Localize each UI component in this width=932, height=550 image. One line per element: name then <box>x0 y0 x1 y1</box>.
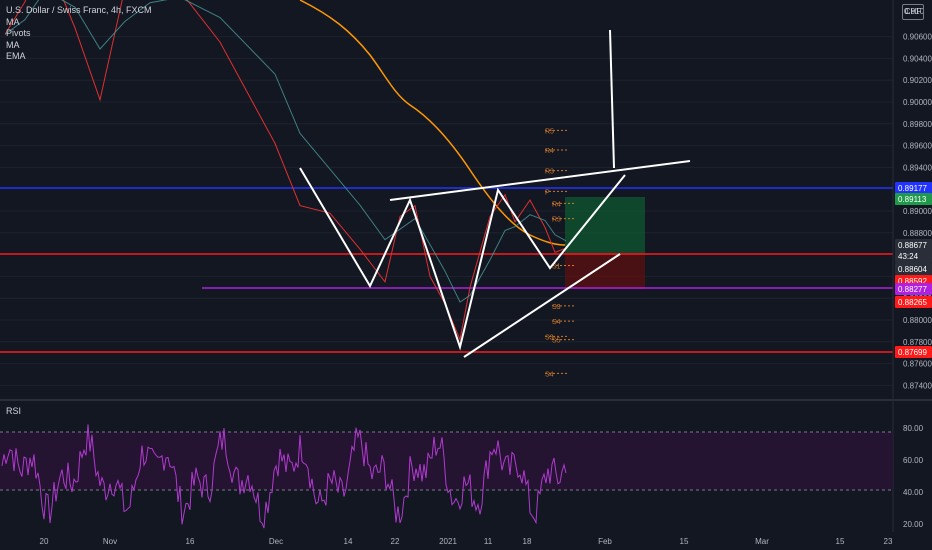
legend-indicator-ma[interactable]: MA <box>6 16 20 27</box>
price-tick-label: 0.87800 <box>903 338 932 347</box>
price-label-text: 0.88265 <box>898 298 927 307</box>
current-price-box <box>895 239 932 263</box>
price-tick-label: 0.90000 <box>903 98 932 107</box>
price-tick-label: 0.89800 <box>903 120 932 129</box>
time-tick-label: Mar <box>755 537 769 546</box>
time-tick-label: 20 <box>40 537 49 546</box>
target-line-drawing <box>609 29 615 169</box>
price-label-text: 0.88592 <box>898 277 927 286</box>
legend-indicator-ma-2[interactable]: MA <box>6 39 20 50</box>
pivot-label: R3 <box>545 169 554 176</box>
rsi-line <box>1 424 567 529</box>
price-tick-label: 0.90400 <box>903 54 932 63</box>
neckline-drawing <box>389 160 691 201</box>
pivot-label: S5 <box>552 338 561 345</box>
support-trendline-drawing <box>463 253 621 358</box>
price-label-text: 0.89113 <box>898 195 927 204</box>
price-tick-label: 0.87600 <box>903 360 932 369</box>
price-tick-top: 0.910 <box>904 7 925 16</box>
price-tick-label: 0.90600 <box>903 33 932 42</box>
legend-indicator-pivots[interactable]: Pivots <box>6 28 31 38</box>
pivot-label: S4 <box>545 371 554 378</box>
time-tick-label: 16 <box>186 537 195 546</box>
price-tick-label: 0.88800 <box>903 229 932 238</box>
rsi-tick-label: 40.00 <box>903 488 924 497</box>
time-tick-label: Dec <box>269 537 283 546</box>
legend-indicator-ema[interactable]: EMA <box>6 51 26 61</box>
price-grid <box>0 36 893 386</box>
price-label-box <box>895 263 932 275</box>
price-label-text: 0.88604 <box>898 265 927 274</box>
moving-average-line <box>299 0 566 246</box>
rsi-pane <box>0 424 893 529</box>
pivot-label: R5 <box>545 128 554 135</box>
legend-title[interactable]: U.S. Dollar / Swiss Franc, 4h, FXCM <box>6 5 152 15</box>
rsi-tick-label: 80.00 <box>903 424 924 433</box>
price-label-text: 0.87699 <box>898 348 927 357</box>
time-tick-label: 11 <box>484 537 493 546</box>
price-tick-label: 0.89000 <box>903 207 932 216</box>
pivot-label: S4 <box>552 319 561 326</box>
time-tick-label: 22 <box>391 537 400 546</box>
rsi-title[interactable]: RSI <box>6 406 22 416</box>
time-tick-label: Nov <box>103 537 117 546</box>
pivot-label: S3 <box>552 304 561 311</box>
countdown-label: 43:24 <box>898 252 919 261</box>
price-tick-label: 0.89400 <box>903 163 932 172</box>
current-price-label: 0.88677 <box>898 241 927 250</box>
pivot-label: S1 <box>552 264 561 271</box>
price-label-box <box>895 346 932 358</box>
price-label-box <box>895 182 932 194</box>
price-tick-label: 0.87400 <box>903 381 932 390</box>
time-tick-label: Feb <box>598 537 612 546</box>
currency-badge[interactable]: CHF <box>902 4 924 20</box>
chart-legend: U.S. Dollar / Swiss Franc, 4h, FXCM MA P… <box>6 5 152 63</box>
price-label-box <box>895 193 932 205</box>
pivot-label: R3 <box>552 217 561 224</box>
rsi-tick-label: 20.00 <box>903 520 924 529</box>
time-tick-label: 23 <box>884 537 893 546</box>
price-label-text: 0.88277 <box>898 285 927 294</box>
pivot-label: P <box>545 189 550 196</box>
price-line <box>4 0 567 342</box>
price-label-text: 0.89177 <box>898 184 927 193</box>
long-position-stop <box>565 253 645 289</box>
pivot-label: R4 <box>545 148 554 155</box>
time-tick-label: 15 <box>836 537 845 546</box>
rsi-axis[interactable]: 80.00 60.00 40.00 20.00 <box>903 424 924 529</box>
time-tick-label: 2021 <box>439 537 457 546</box>
long-position-target <box>565 197 645 253</box>
rsi-band <box>0 432 893 490</box>
zigzag-drawing <box>299 167 626 351</box>
time-tick-label: 18 <box>523 537 532 546</box>
ema-line <box>4 0 567 303</box>
time-tick-label: 15 <box>680 537 689 546</box>
price-tick-label: 0.89600 <box>903 142 932 151</box>
time-tick-label: 14 <box>344 537 353 546</box>
price-label-box <box>895 296 932 308</box>
price-tick-label: 0.90200 <box>903 76 932 85</box>
rsi-tick-label: 60.00 <box>903 456 924 465</box>
pivot-label: S3 <box>545 334 554 341</box>
pivot-label: R4 <box>552 201 561 208</box>
pattern-drawings <box>299 29 691 358</box>
time-axis[interactable]: 20 Nov 16 Dec 14 22 2021 11 18 Feb 15 Mar 15 23 <box>40 537 893 546</box>
price-tick-label: 0.88000 <box>903 316 932 325</box>
price-label-box <box>895 283 932 295</box>
